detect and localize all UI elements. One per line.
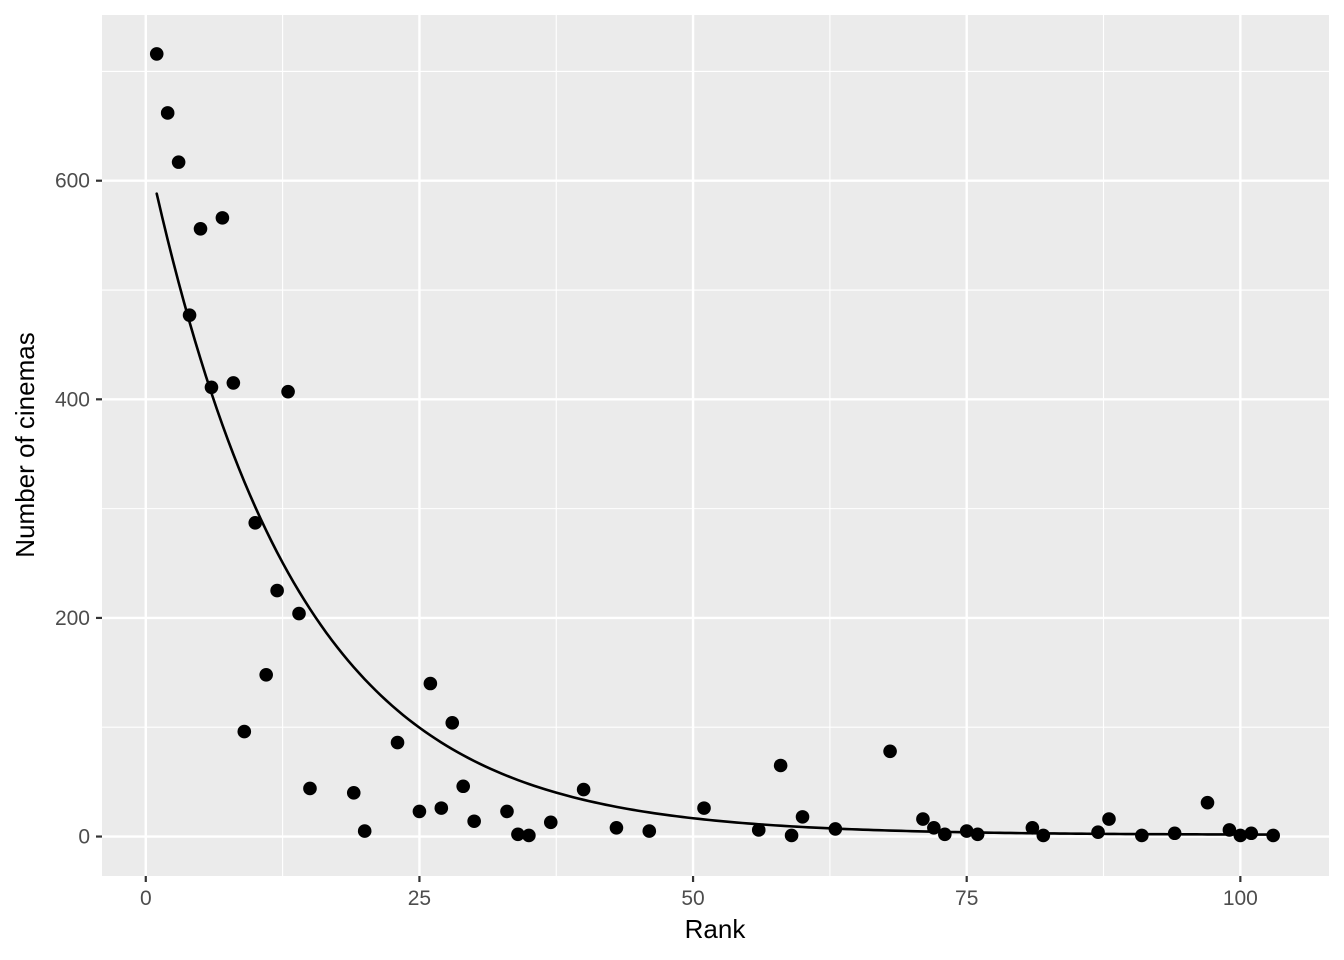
trend-line [155,192,1275,836]
data-point [215,211,230,225]
data-point [609,821,624,835]
data-point [511,827,525,842]
data-point [1135,828,1149,843]
y-tick-label: 600 [55,170,90,193]
data-point [423,676,438,691]
data-point [1167,826,1182,841]
x-tick-label: 25 [408,887,431,910]
plot-panel [102,15,1329,876]
data-point [883,744,897,759]
data-point [149,47,164,61]
y-tick-label: 200 [55,607,90,630]
data-point [500,804,514,819]
x-tick-label: 50 [681,887,704,910]
data-point [193,222,208,236]
data-point [292,606,306,621]
data-point [248,516,263,530]
data-point [938,827,952,842]
data-point [204,380,219,395]
data-point [916,812,930,826]
data-point [171,155,186,169]
data-point [1200,795,1215,810]
data-point [237,724,252,739]
data-point [456,779,471,794]
data-point [160,106,175,120]
x-tick-label: 75 [955,887,978,910]
data-point [412,804,427,819]
data-point [1233,828,1248,843]
data-point [784,828,799,843]
data-point [576,782,591,797]
x-axis-title: Rank [685,914,747,944]
data-point [270,583,284,598]
data-point [1025,821,1040,835]
data-point [751,823,766,837]
data-point [226,376,241,390]
data-point [445,716,460,730]
data-point [182,308,197,322]
data-point [773,758,788,773]
data-point [795,810,810,824]
data-point [346,786,361,800]
data-point [543,815,558,830]
y-tick-label: 400 [55,388,90,411]
data-point [927,821,941,835]
y-tick-label: 0 [78,826,90,849]
data-point [642,824,657,838]
data-point [467,814,481,829]
data-point [697,801,711,815]
data-point [281,384,295,399]
data-point [1036,828,1051,843]
data-point [303,781,317,796]
x-tick-label: 100 [1223,887,1258,910]
data-point [357,824,372,838]
data-point [390,735,405,750]
y-axis-title: Number of cinemas [10,332,40,557]
data-point [1266,828,1280,843]
data-point [1091,825,1105,839]
data-point [1244,826,1259,841]
data-point [959,824,974,838]
data-point [522,828,536,843]
data-point [828,822,843,836]
data-point [259,667,273,682]
data-point [1102,812,1116,826]
x-tick-label: 0 [140,887,152,910]
data-point [434,801,449,815]
data-point [970,827,985,842]
data-point [1222,823,1237,837]
